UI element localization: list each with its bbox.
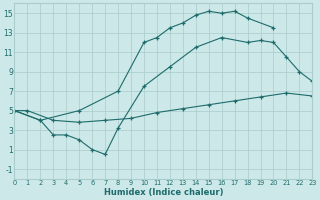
X-axis label: Humidex (Indice chaleur): Humidex (Indice chaleur) bbox=[104, 188, 223, 197]
